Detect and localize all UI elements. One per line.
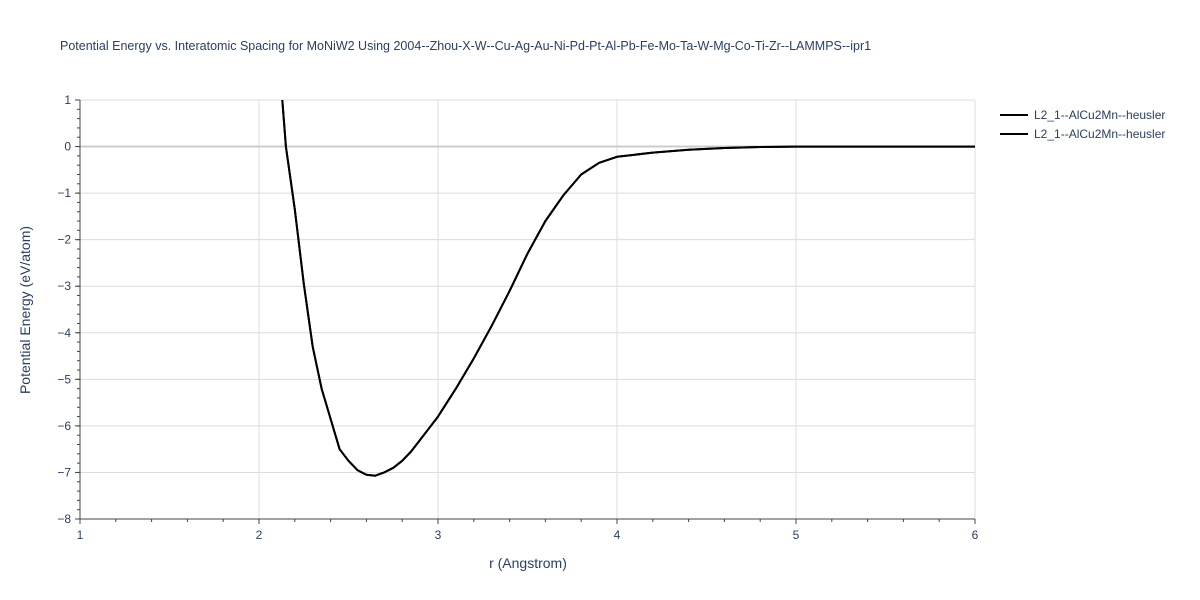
x-tick-label: 5 — [793, 528, 800, 542]
y-tick-label: −8 — [57, 512, 71, 526]
y-axis-title: Potential Energy (eV/atom) — [17, 226, 33, 394]
y-tick-label: −1 — [57, 186, 71, 200]
series-line-2 — [281, 100, 975, 477]
y-tick-label: −7 — [57, 465, 71, 479]
y-tick-label: −5 — [57, 372, 71, 386]
legend[interactable]: L2_1--AlCu2Mn--heusler L2_1--AlCu2Mn--heu… — [1000, 108, 1165, 141]
legend-item[interactable]: L2_1--AlCu2Mn--heusler — [1000, 108, 1165, 122]
y-tick-label: 0 — [64, 140, 71, 154]
x-tick-label: 2 — [256, 528, 263, 542]
y-tick-label: 1 — [64, 93, 71, 107]
axes — [75, 99, 976, 524]
x-axis-title: r (Angstrom) — [489, 555, 567, 571]
y-tick-label: −4 — [57, 326, 71, 340]
legend-item[interactable]: L2_1--AlCu2Mn--heusler — [1000, 127, 1165, 141]
chart-title: Potential Energy vs. Interatomic Spacing… — [60, 39, 871, 53]
y-tick-label: −2 — [57, 233, 71, 247]
y-tick-label: −6 — [57, 419, 71, 433]
y-tick-label: −3 — [57, 279, 71, 293]
tick-labels: 1 2 3 4 5 6 1 0 −1 −2 −3 −4 −5 −6 −7 −8 — [57, 93, 978, 542]
x-tick-label: 1 — [77, 528, 84, 542]
x-tick-label: 6 — [972, 528, 979, 542]
x-tick-label: 3 — [435, 528, 442, 542]
x-tick-label: 4 — [614, 528, 621, 542]
grid-lines — [80, 99, 976, 519]
legend-label: L2_1--AlCu2Mn--heusler — [1034, 108, 1165, 122]
legend-label: L2_1--AlCu2Mn--heusler — [1034, 127, 1165, 141]
series-lines — [281, 100, 975, 477]
